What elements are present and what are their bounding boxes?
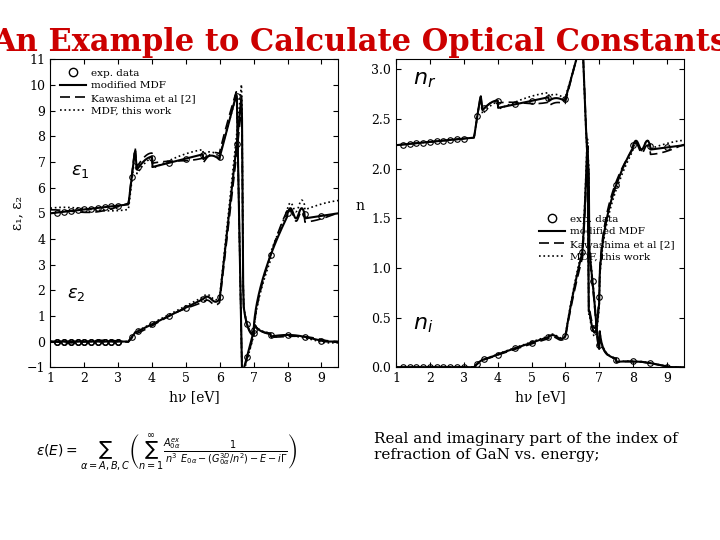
Legend: exp. data, modified MDF, Kawashima et al [2], MDF, this work: exp. data, modified MDF, Kawashima et al…: [55, 65, 200, 119]
X-axis label: hν [eV]: hν [eV]: [169, 390, 220, 404]
Text: $\epsilon(E) = \sum_{\alpha=A,B,C} \left( \sum_{n=1}^{\infty} \frac{A_{0\alpha}^: $\epsilon(E) = \sum_{\alpha=A,B,C} \left…: [36, 432, 297, 472]
Text: $n_i$: $n_i$: [413, 313, 433, 335]
Y-axis label: ε₁, ε₂: ε₁, ε₂: [10, 196, 24, 231]
Text: $n_r$: $n_r$: [413, 68, 436, 90]
Legend: exp. data, modified MDF, Kawashima et al [2], MDF, this work: exp. data, modified MDF, Kawashima et al…: [534, 211, 679, 265]
Text: Real and imaginary part of the index of
refraction of GaN vs. energy;: Real and imaginary part of the index of …: [374, 432, 678, 462]
Text: $\varepsilon_2$: $\varepsilon_2$: [68, 285, 86, 303]
X-axis label: hν [eV]: hν [eV]: [515, 390, 565, 404]
Text: $\varepsilon_1$: $\varepsilon_1$: [71, 162, 89, 180]
Text: An Example to Calculate Optical Constants: An Example to Calculate Optical Constant…: [0, 27, 720, 58]
Y-axis label: n: n: [356, 199, 364, 213]
